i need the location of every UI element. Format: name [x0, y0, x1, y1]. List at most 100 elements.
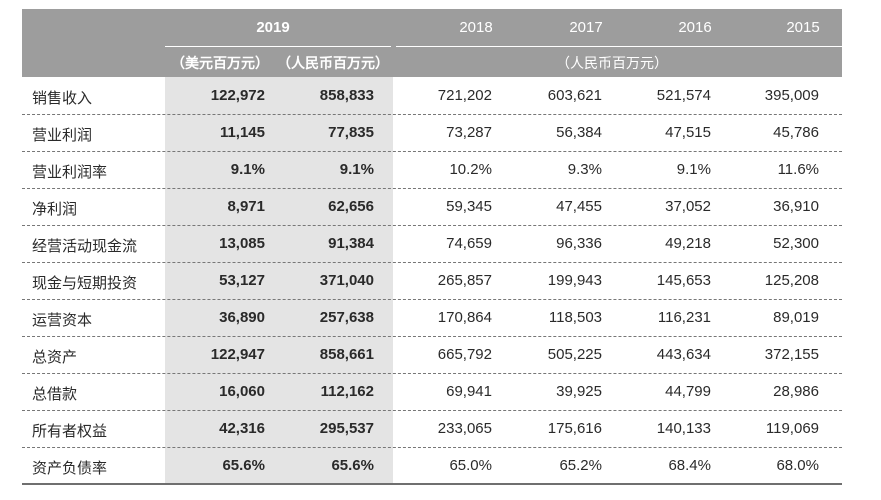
row-separator: [22, 299, 842, 300]
value-2016-cell: 44,799: [665, 383, 711, 400]
value-2015-cell: 45,786: [773, 124, 819, 141]
value-2015-cell: 52,300: [773, 235, 819, 252]
row-label: 运营资本: [32, 312, 93, 329]
header-band-2019: [22, 9, 393, 77]
usd-2019-cell: 8,971: [227, 198, 265, 215]
row-label: 营业利润: [32, 127, 93, 144]
rmb-2019-cell: 858,661: [319, 346, 374, 363]
usd-2019-cell: 53,127: [219, 272, 265, 289]
year-2016-header: 2016: [678, 19, 712, 36]
rmb-2019-cell: 257,638: [319, 309, 374, 326]
row-separator: [22, 373, 842, 374]
value-2017-cell: 199,943: [547, 272, 602, 289]
value-2018-cell: 69,941: [446, 383, 492, 400]
unit-rmb-label: （人民币百万元）: [277, 55, 389, 71]
value-2016-cell: 47,515: [665, 124, 711, 141]
value-2015-cell: 372,155: [764, 346, 819, 363]
row-label: 总借款: [32, 386, 78, 403]
value-2016-cell: 521,574: [656, 87, 711, 104]
value-2017-cell: 9.3%: [567, 161, 602, 178]
table-bottom-rule: [22, 483, 842, 485]
value-2015-cell: 125,208: [764, 272, 819, 289]
value-2018-cell: 74,659: [446, 235, 492, 252]
rmb-2019-cell: 62,656: [328, 198, 374, 215]
value-2015-cell: 68.0%: [776, 457, 819, 474]
row-label: 总资产: [32, 349, 78, 366]
row-separator: [22, 151, 842, 152]
value-2018-cell: 73,287: [446, 124, 492, 141]
row-label: 所有者权益: [32, 423, 108, 440]
value-2018-cell: 170,864: [437, 309, 492, 326]
header-rule-history: [396, 46, 842, 47]
value-2016-cell: 68.4%: [668, 457, 711, 474]
usd-2019-cell: 36,890: [219, 309, 265, 326]
value-2016-cell: 49,218: [665, 235, 711, 252]
row-label: 资产负债率: [32, 460, 108, 477]
header-band-history: [393, 9, 842, 77]
row-label: 经营活动现金流: [32, 238, 138, 255]
row-separator: [22, 114, 842, 115]
row-separator: [22, 225, 842, 226]
row-separator: [22, 447, 842, 448]
row-separator: [22, 188, 842, 189]
usd-2019-cell: 122,947: [210, 346, 265, 363]
rmb-2019-cell: 371,040: [319, 272, 374, 289]
rmb-2019-cell: 65.6%: [331, 457, 374, 474]
value-2017-cell: 56,384: [556, 124, 602, 141]
row-label: 销售收入: [32, 90, 93, 107]
year-2015-header: 2015: [786, 19, 820, 36]
usd-2019-cell: 42,316: [219, 420, 265, 437]
usd-2019-cell: 11,145: [219, 124, 265, 141]
usd-2019-cell: 16,060: [219, 383, 265, 400]
value-2018-cell: 721,202: [437, 87, 492, 104]
header-rule-2019: [165, 46, 391, 47]
value-2015-cell: 395,009: [764, 87, 819, 104]
table-row: 经营活动现金流 13,085 91,384 74,659 96,336 49,218 52,…: [22, 225, 842, 262]
row-separator: [22, 410, 842, 411]
usd-2019-cell: 122,972: [210, 87, 265, 104]
table-row: 运营资本 36,890 257,638 170,864 118,503 116,231 89…: [22, 299, 842, 336]
table-row: 资产负债率 65.6% 65.6% 65.0% 65.2% 68.4% 68.0%: [22, 447, 842, 484]
highlight-column-2019: [165, 77, 393, 483]
table-row: 销售收入 122,972 858,833 721,202 603,621 521,574 3…: [22, 77, 842, 114]
table-row: 净利润 8,971 62,656 59,345 47,455 37,052 36,910: [22, 188, 842, 225]
year-2017-header: 2017: [569, 19, 603, 36]
value-2018-cell: 65.0%: [449, 457, 492, 474]
value-2018-cell: 59,345: [446, 198, 492, 215]
table-row: 营业利润 11,145 77,835 73,287 56,384 47,515 45,786: [22, 114, 842, 151]
value-2017-cell: 118,503: [548, 309, 602, 326]
table-row: 总借款 16,060 112,162 69,941 39,925 44,799 28,986: [22, 373, 842, 410]
rmb-2019-cell: 9.1%: [339, 161, 374, 178]
value-2015-cell: 119,069: [765, 420, 819, 437]
row-label: 营业利润率: [32, 164, 108, 181]
value-2017-cell: 603,621: [547, 87, 602, 104]
value-2015-cell: 28,986: [773, 383, 819, 400]
row-label: 净利润: [32, 201, 78, 218]
row-separator: [22, 262, 842, 263]
value-2016-cell: 37,052: [665, 198, 711, 215]
usd-2019-cell: 13,085: [219, 235, 265, 252]
rmb-2019-cell: 91,384: [328, 235, 374, 252]
value-2017-cell: 96,336: [556, 235, 602, 252]
table-row: 所有者权益 42,316 295,537 233,065 175,616 140,133 1…: [22, 410, 842, 447]
value-2017-cell: 39,925: [556, 383, 602, 400]
table-row: 现金与短期投资 53,127 371,040 265,857 199,943 145,65…: [22, 262, 842, 299]
rmb-2019-cell: 77,835: [328, 124, 374, 141]
rmb-2019-cell: 295,537: [319, 420, 374, 437]
unit-usd-label: （美元百万元）: [171, 55, 269, 71]
unit-rmb-history-label: （人民币百万元）: [556, 55, 668, 71]
table-row: 总资产 122,947 858,661 665,792 505,225 443,634 37…: [22, 336, 842, 373]
value-2017-cell: 47,455: [556, 198, 602, 215]
value-2016-cell: 116,231: [657, 309, 711, 326]
rmb-2019-cell: 858,833: [319, 87, 374, 104]
value-2016-cell: 145,653: [656, 272, 711, 289]
value-2018-cell: 665,792: [437, 346, 492, 363]
usd-2019-cell: 9.1%: [230, 161, 265, 178]
value-2016-cell: 140,133: [656, 420, 711, 437]
value-2017-cell: 65.2%: [559, 457, 602, 474]
rmb-2019-cell: 112,162: [320, 383, 374, 400]
year-2018-header: 2018: [459, 19, 493, 36]
value-2015-cell: 89,019: [773, 309, 819, 326]
value-2016-cell: 9.1%: [676, 161, 711, 178]
